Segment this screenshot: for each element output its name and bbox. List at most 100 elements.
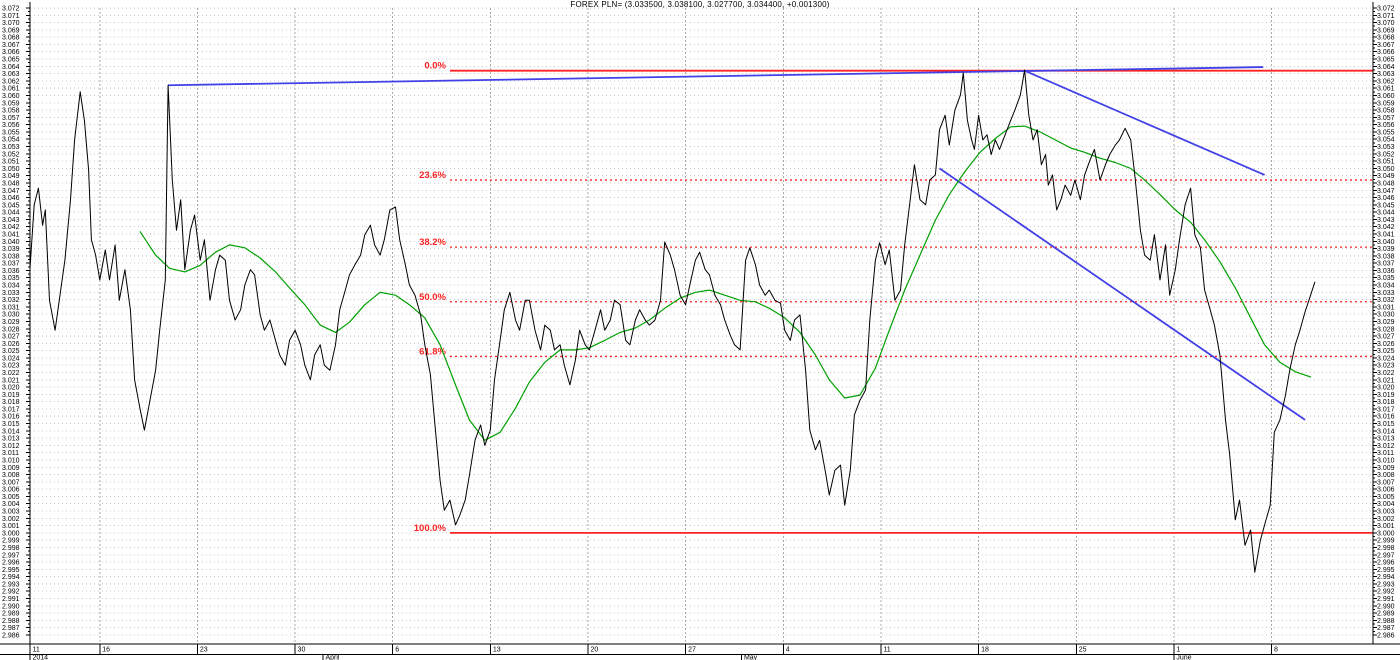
y-axis-label-left: 3.045 (2, 202, 20, 209)
y-axis-label-left: 3.037 (2, 261, 20, 268)
y-axis-label-right: 3.018 (1377, 399, 1395, 406)
y-axis-label-left: 3.056 (2, 122, 20, 129)
y-axis-label-right: 3.004 (1377, 501, 1395, 508)
price-line (29, 69, 1316, 573)
y-axis-label-left: 3.000 (2, 530, 20, 537)
y-axis-label-right: 3.006 (1377, 487, 1395, 494)
y-axis-label-left: 3.038 (2, 253, 20, 260)
y-axis-label-left: 3.053 (2, 144, 20, 151)
trendline-descending-channel-2[interactable] (939, 167, 1306, 421)
y-axis-label-right: 3.052 (1377, 151, 1395, 158)
y-axis-label-right: 3.030 (1377, 312, 1395, 319)
y-axis-label-left: 2.996 (2, 560, 20, 567)
y-axis-label-left: 3.057 (2, 115, 20, 122)
y-axis-label-right: 3.053 (1377, 144, 1395, 151)
y-axis-label-left: 3.010 (2, 457, 20, 464)
x-axis-day-label: 27 (688, 647, 696, 654)
y-axis-label-right: 3.066 (1377, 49, 1395, 56)
y-axis-label-right: 2.996 (1377, 560, 1395, 567)
y-axis-label-left: 3.002 (2, 516, 20, 523)
y-axis-label-right: 3.002 (1377, 516, 1395, 523)
y-axis-label-right: 3.028 (1377, 326, 1395, 333)
y-axis-label-left: 3.051 (2, 159, 20, 166)
y-axis-label-right: 3.046 (1377, 195, 1395, 202)
y-axis-label-left: 3.041 (2, 231, 20, 238)
y-axis-label-left: 3.048 (2, 180, 20, 187)
y-axis-label-right: 3.010 (1377, 457, 1395, 464)
y-axis-label-left: 3.068 (2, 35, 20, 42)
y-axis-label-right: 3.040 (1377, 239, 1395, 246)
y-axis-label-left: 3.018 (2, 399, 20, 406)
y-axis-label-left: 2.990 (2, 603, 20, 610)
y-axis-label-right: 3.047 (1377, 188, 1395, 195)
y-axis-label-left: 3.021 (2, 377, 20, 384)
y-axis-label-right: 2.991 (1377, 596, 1395, 603)
fib-level-label: 61.8% (419, 346, 446, 357)
x-axis-day-label: 6 (395, 647, 399, 654)
y-axis-label-right: 3.020 (1377, 385, 1395, 392)
trendline-descending-channel-1[interactable] (1024, 69, 1265, 176)
y-axis-label-left: 3.015 (2, 421, 20, 428)
x-axis-day-label: 18 (981, 647, 989, 654)
y-axis-label-left: 3.004 (2, 501, 20, 508)
y-axis-label-right: 3.057 (1377, 115, 1395, 122)
y-axis-label-right: 3.061 (1377, 86, 1395, 93)
y-axis-label-right: 3.036 (1377, 268, 1395, 275)
y-axis-label-right: 3.062 (1377, 78, 1395, 85)
y-axis-label-left: 3.042 (2, 224, 20, 231)
y-axis-label-right: 3.041 (1377, 231, 1395, 238)
x-axis-day-label: 11 (883, 647, 890, 654)
y-axis-label-left: 3.067 (2, 42, 20, 49)
y-axis-label-right: 2.993 (1377, 581, 1395, 588)
y-axis-label-left: 3.044 (2, 210, 20, 217)
y-axis-label-left: 3.063 (2, 71, 20, 78)
y-axis-label-right: 3.051 (1377, 159, 1395, 166)
y-axis-label-right: 3.056 (1377, 122, 1395, 129)
y-axis-label-right: 2.995 (1377, 567, 1395, 574)
y-axis-label-right: 3.068 (1377, 35, 1395, 42)
y-axis-label-left: 3.060 (2, 93, 20, 100)
y-axis-label-right: 3.000 (1377, 530, 1395, 537)
trendline-upper-resistance[interactable] (168, 66, 1264, 87)
y-axis-label-left: 3.069 (2, 27, 20, 34)
y-axis-label-left: 2.992 (2, 589, 20, 596)
y-axis-label-left: 3.011 (2, 450, 19, 457)
y-axis-label-right: 3.049 (1377, 173, 1395, 180)
y-axis-label-right: 2.989 (1377, 611, 1395, 618)
y-axis-label-right: 3.037 (1377, 261, 1395, 268)
y-axis-label-left: 3.008 (2, 472, 20, 479)
y-axis-label-left: 3.013 (2, 436, 20, 443)
y-axis-label-right: 3.063 (1377, 71, 1395, 78)
y-axis-label-left: 3.035 (2, 275, 20, 282)
y-axis-label-left: 3.049 (2, 173, 20, 180)
y-axis-label-left: 3.030 (2, 312, 20, 319)
y-axis-label-right: 3.050 (1377, 166, 1395, 173)
y-axis-label-left: 3.006 (2, 487, 20, 494)
y-axis-label-right: 3.038 (1377, 253, 1395, 260)
y-axis-label-left: 3.036 (2, 268, 20, 275)
y-axis-label-right: 3.032 (1377, 297, 1395, 304)
y-axis-label-right: 3.035 (1377, 275, 1395, 282)
y-axis-label-left: 3.034 (2, 283, 20, 290)
y-axis-label-right: 3.039 (1377, 246, 1395, 253)
y-axis-label-left: 2.993 (2, 581, 20, 588)
y-axis-label-left: 2.998 (2, 545, 20, 552)
fib-level-label: 50.0% (419, 292, 446, 303)
y-axis-label-left: 3.029 (2, 319, 20, 326)
y-axis-label-right: 3.023 (1377, 363, 1395, 370)
y-axis-label-right: 3.034 (1377, 283, 1395, 290)
y-axis-label-right: 2.988 (1377, 618, 1395, 625)
y-axis-label-right: 3.014 (1377, 428, 1395, 435)
y-axis-label-right: 3.055 (1377, 129, 1395, 136)
y-axis-label-right: 3.005 (1377, 494, 1395, 501)
y-axis-label-left: 2.988 (2, 618, 20, 625)
x-axis-day-label: 30 (298, 647, 306, 654)
y-axis-label-right: 3.031 (1377, 304, 1395, 311)
y-axis-label-right: 3.045 (1377, 202, 1395, 209)
y-axis-label-left: 3.019 (2, 392, 20, 399)
y-axis-label-left: 3.001 (2, 523, 20, 530)
fib-level-label: 0.0% (424, 61, 446, 72)
y-axis-label-right: 2.999 (1377, 538, 1395, 545)
